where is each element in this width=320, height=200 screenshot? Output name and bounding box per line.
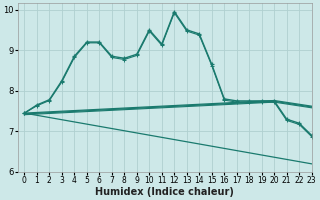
X-axis label: Humidex (Indice chaleur): Humidex (Indice chaleur) <box>95 187 234 197</box>
